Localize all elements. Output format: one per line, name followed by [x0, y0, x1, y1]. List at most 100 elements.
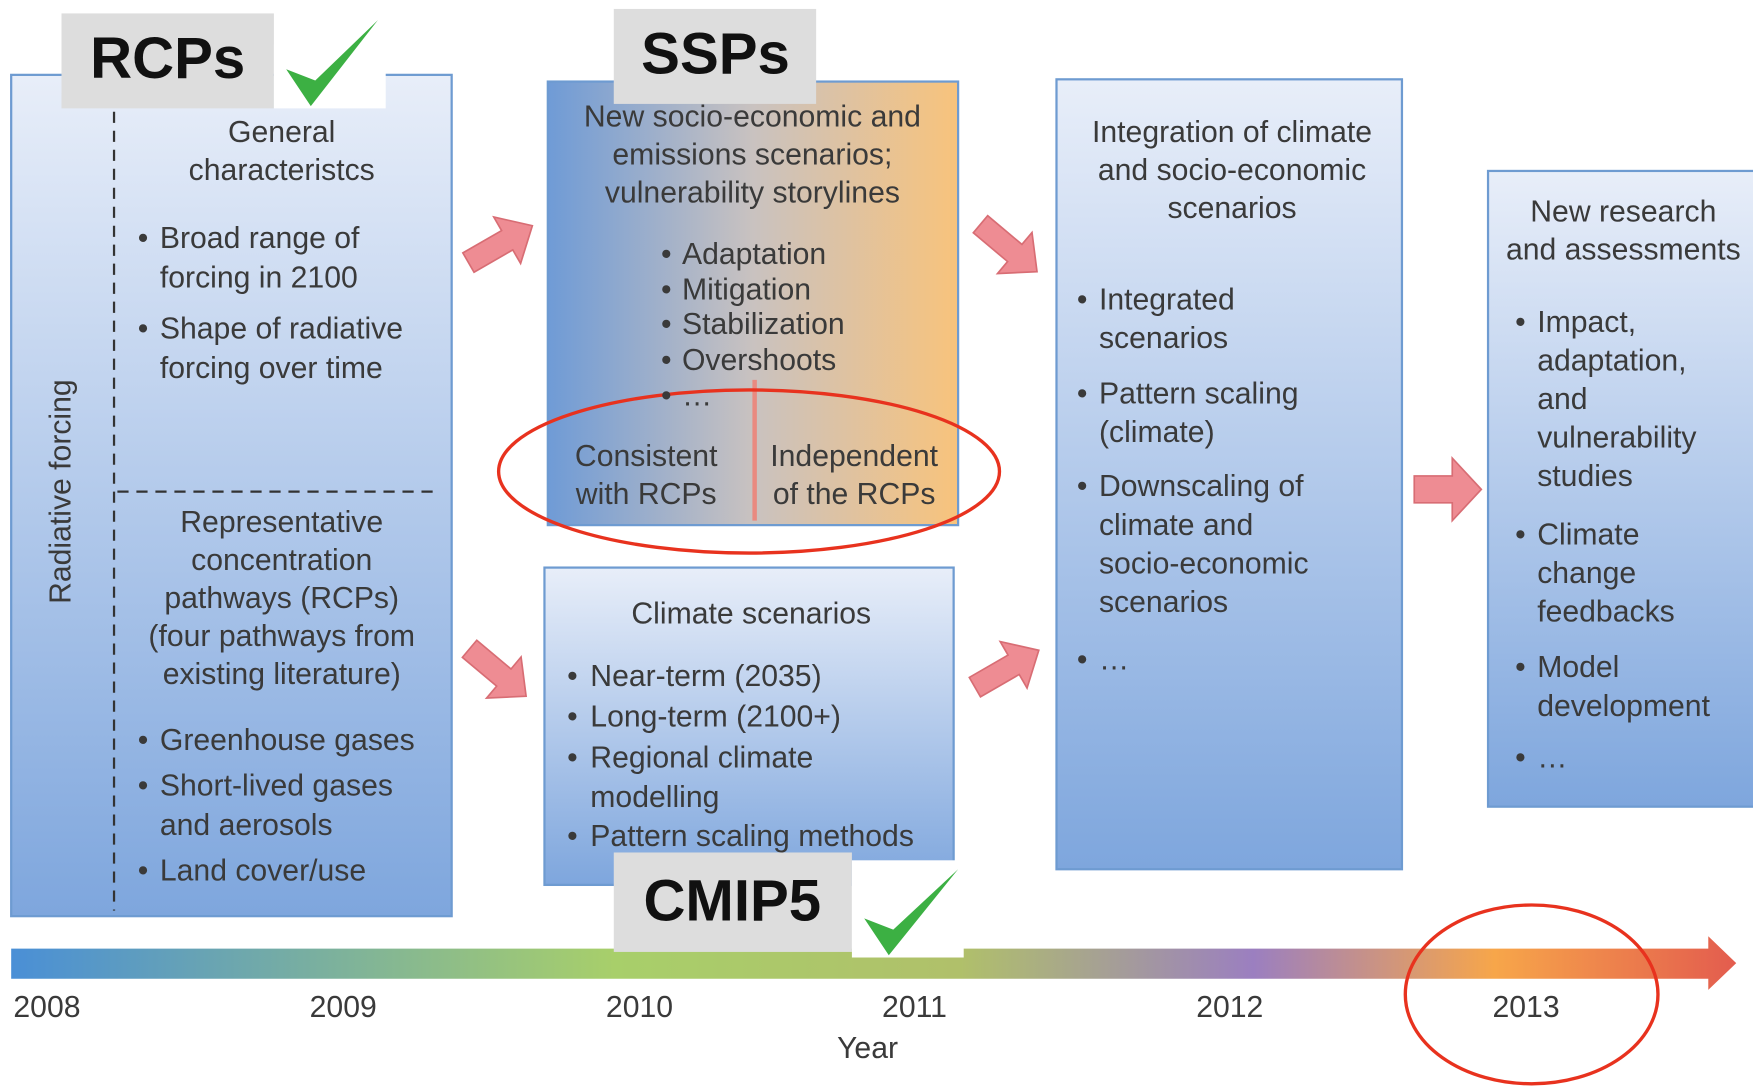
year-label: 2013 — [1492, 991, 1559, 1024]
bullet-text: and — [1537, 383, 1587, 416]
axis-label: Year — [837, 1032, 898, 1065]
climate-box — [543, 566, 955, 887]
bullet-text: feedbacks — [1537, 595, 1675, 628]
year-label: 2009 — [310, 991, 377, 1024]
bullet-text: development — [1537, 690, 1710, 723]
bullet-text: Pattern scaling — [1099, 377, 1299, 410]
bullet-dot: • — [1077, 284, 1088, 317]
bullet-text: Broad range of — [160, 222, 360, 255]
bullet-text: forcing over time — [160, 352, 383, 385]
label: CMIP5 — [643, 868, 821, 933]
box-title: Integration of climate — [1092, 116, 1372, 149]
bullet-dot: • — [661, 274, 672, 307]
timeline-bar — [11, 936, 1737, 990]
bullet-text: scenarios — [1099, 586, 1228, 619]
bullet-dot: • — [661, 308, 672, 341]
bullet-text: Stabilization — [682, 308, 845, 341]
research-box — [1486, 169, 1753, 808]
bullet-dot: • — [1515, 306, 1526, 339]
bullet-text: climate and — [1099, 509, 1253, 542]
bullet-text: Pattern scaling methods — [590, 820, 914, 853]
check-mark — [864, 869, 959, 956]
arrow — [968, 640, 1040, 698]
bullet-text: and aerosols — [160, 809, 333, 842]
bullet-dot: • — [661, 344, 672, 377]
arrow — [461, 215, 534, 274]
box-title: vulnerability storylines — [605, 176, 900, 209]
bullet-dot: • — [567, 742, 578, 775]
year-label: 2011 — [882, 991, 947, 1024]
rcp-box — [10, 73, 453, 918]
box-title: concentration — [191, 544, 372, 577]
bullet-dot: • — [567, 700, 578, 733]
bullet-text: Adaptation — [682, 238, 826, 271]
bullet-text: Impact, — [1537, 306, 1636, 339]
year-label: 2010 — [606, 991, 673, 1024]
bullet-text: forcing in 2100 — [160, 261, 358, 294]
box-title: and assessments — [1506, 233, 1741, 266]
bullet-dot: • — [1077, 470, 1088, 503]
label-box — [61, 13, 274, 109]
bullet-dot: • — [138, 222, 149, 255]
side-label: Radiative forcing — [45, 379, 78, 604]
bullet-dot: • — [567, 660, 578, 693]
box-title: with RCPs — [575, 478, 717, 511]
box-title: scenarios — [1167, 192, 1296, 225]
label-box — [613, 852, 852, 952]
box-title: Independent — [770, 440, 938, 473]
bullet-text: adaptation, — [1537, 345, 1686, 378]
bullet-text: Long-term (2100+) — [590, 700, 841, 733]
highlight — [1403, 903, 1660, 1086]
bullet-text: Near-term (2035) — [590, 660, 821, 693]
bullet-text: socio-economic — [1099, 547, 1309, 580]
bullet-dot: • — [1515, 651, 1526, 684]
bullet-text: Land cover/use — [160, 855, 366, 888]
box-title: characteristcs — [189, 154, 375, 187]
bullet-dot: • — [1077, 643, 1088, 676]
box-title: pathways (RCPs) — [164, 582, 399, 615]
box-title: Consistent — [575, 440, 718, 473]
box-title: Representative — [180, 506, 383, 539]
bullet-text: Regional climate — [590, 742, 813, 775]
label-box — [613, 8, 817, 104]
arrow — [972, 214, 1038, 275]
box-title: Climate scenarios — [631, 598, 871, 631]
box-title: and socio-economic — [1098, 154, 1366, 187]
bullet-dot: • — [567, 820, 578, 853]
year-label: 2012 — [1196, 991, 1263, 1024]
bullet-text: … — [1099, 643, 1129, 676]
bullet-text: Model — [1537, 651, 1619, 684]
bullet-dot: • — [138, 770, 149, 803]
bullet-text: Mitigation — [682, 274, 811, 307]
bullet-text: Climate — [1537, 518, 1639, 551]
bullet-text: modelling — [590, 781, 719, 814]
box-title: emissions scenarios; — [612, 138, 892, 171]
check-bg — [851, 860, 964, 958]
bullet-text: scenarios — [1099, 322, 1228, 355]
highlight — [496, 388, 1002, 555]
bullet-dot: • — [1515, 742, 1526, 775]
integration-box — [1055, 78, 1404, 871]
box-title: of the RCPs — [773, 478, 936, 511]
bullet-dot: • — [138, 724, 149, 757]
bullet-text: Shape of radiative — [160, 313, 403, 346]
label: RCPs — [90, 26, 245, 91]
bullet-dot: • — [1077, 377, 1088, 410]
bullet-text: studies — [1537, 460, 1633, 493]
label: SSPs — [641, 21, 790, 86]
bullet-dot: • — [138, 313, 149, 346]
bullet-text: … — [1537, 742, 1567, 775]
box-title: General — [228, 116, 335, 149]
check-mark — [286, 20, 378, 107]
bullet-text: Short-lived gases — [160, 770, 393, 803]
arrow — [461, 639, 528, 700]
year-label: 2008 — [13, 991, 80, 1024]
box-title: existing literature) — [163, 658, 401, 691]
bullet-dot: • — [1515, 518, 1526, 551]
bullet-text: Integrated — [1099, 284, 1235, 317]
bullet-dot: • — [138, 855, 149, 888]
bullet-dot: • — [661, 238, 672, 271]
bullet-text: Greenhouse gases — [160, 724, 415, 757]
bullet-text: (climate) — [1099, 416, 1215, 449]
